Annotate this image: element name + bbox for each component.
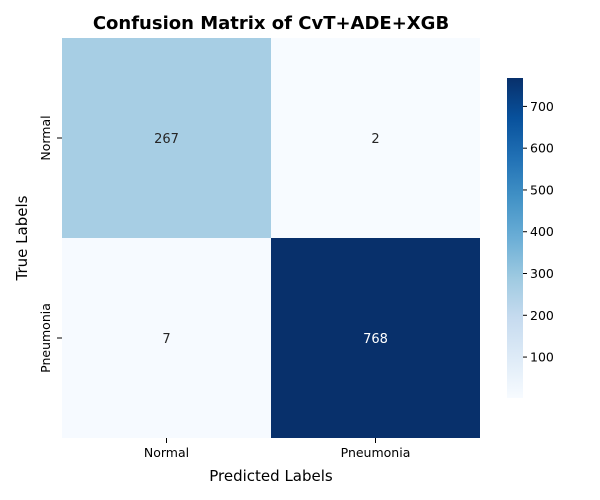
- y-tick-label: Normal: [38, 115, 53, 160]
- y-tick-label: Pneumonia: [38, 303, 53, 373]
- heatmap-cell: [62, 238, 271, 438]
- x-axis-ticks: Normal Pneumonia: [144, 438, 410, 460]
- colorbar-tick-label: 200: [530, 308, 554, 323]
- cell-value-label: 2: [371, 132, 379, 147]
- colorbar-tick-label: 400: [530, 224, 554, 239]
- heatmap-cell: [271, 238, 480, 438]
- cell-value-label: 768: [363, 332, 388, 347]
- colorbar-tick-label: 300: [530, 266, 554, 281]
- heatmap-cell-labels: 267 2 7 768: [154, 132, 388, 347]
- colorbar-tick-label: 100: [530, 350, 554, 365]
- cell-value-label: 7: [162, 332, 170, 347]
- chart-title: Confusion Matrix of CvT+ADE+XGB: [93, 13, 449, 34]
- colorbar-tick-label: 600: [530, 141, 554, 156]
- colorbar-tick-label: 500: [530, 182, 554, 197]
- heatmap-cell: [271, 38, 480, 238]
- y-axis-ticks: Normal Pneumonia: [38, 115, 62, 373]
- x-axis-label: Predicted Labels: [209, 467, 333, 485]
- y-axis-label: True Labels: [13, 195, 31, 281]
- colorbar-tick-label: 700: [530, 99, 554, 114]
- colorbar-ticks: 100 200 300 400 500 600 700: [523, 99, 554, 365]
- cell-value-label: 267: [154, 132, 179, 147]
- colorbar: [507, 78, 523, 398]
- x-tick-label: Pneumonia: [341, 445, 411, 460]
- heatmap-cells: [62, 38, 480, 438]
- x-tick-label: Normal: [144, 445, 189, 460]
- heatmap-cell: [62, 38, 271, 238]
